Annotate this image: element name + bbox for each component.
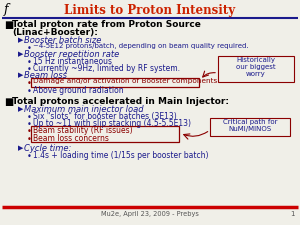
Text: •: • [27, 79, 32, 88]
Text: Booster batch size: Booster batch size [24, 36, 101, 45]
Text: f: f [4, 3, 9, 16]
Text: •: • [27, 87, 32, 96]
Text: •: • [27, 44, 32, 53]
Text: ■: ■ [4, 20, 13, 30]
Text: Historically
our biggest
worry: Historically our biggest worry [236, 57, 276, 77]
Text: Beam stability (RF issues): Beam stability (RF issues) [33, 126, 133, 135]
Text: 15 Hz instantaneous: 15 Hz instantaneous [33, 57, 112, 66]
Text: ▶: ▶ [18, 145, 23, 151]
Text: Cycle time:: Cycle time: [24, 144, 71, 153]
Text: ▶: ▶ [18, 51, 23, 57]
Text: Beam loss: Beam loss [24, 71, 67, 80]
Text: 1: 1 [290, 211, 295, 217]
Text: •: • [27, 135, 32, 144]
Text: 1.4s + loading time (1/15s per booster batch): 1.4s + loading time (1/15s per booster b… [33, 151, 208, 160]
Text: •: • [27, 65, 32, 74]
Text: (Linac+Booster):: (Linac+Booster): [12, 28, 98, 37]
Text: Currently ~9Hz, limited by RF system.: Currently ~9Hz, limited by RF system. [33, 64, 180, 73]
Text: ■: ■ [4, 97, 13, 107]
Text: Mu2e, April 23, 2009 - Prebys: Mu2e, April 23, 2009 - Prebys [101, 211, 199, 217]
Text: Beam loss concerns: Beam loss concerns [33, 134, 109, 143]
Text: Total proton rate from Proton Source: Total proton rate from Proton Source [12, 20, 201, 29]
Text: ▶: ▶ [18, 106, 23, 112]
Text: ▶: ▶ [18, 72, 23, 78]
Text: Limits to Proton Intensity: Limits to Proton Intensity [64, 4, 236, 17]
Text: •: • [27, 127, 32, 136]
Text: •: • [27, 152, 32, 161]
Text: ▶: ▶ [18, 37, 23, 43]
Text: •: • [27, 58, 32, 67]
Text: Total protons accelerated in Main Injector:: Total protons accelerated in Main Inject… [12, 97, 229, 106]
Text: Damage and/or activation of Booster components: Damage and/or activation of Booster comp… [33, 78, 217, 84]
Text: Critical path for
NuMI/MINOS: Critical path for NuMI/MINOS [223, 119, 277, 132]
Text: Maximum main injector load: Maximum main injector load [24, 105, 144, 114]
Text: Six "slots" for booster batches (3E13): Six "slots" for booster batches (3E13) [33, 112, 177, 121]
Text: Above ground radiation: Above ground radiation [33, 86, 124, 95]
Text: ~4-5E12 protons/batch, depending on beam quality required.: ~4-5E12 protons/batch, depending on beam… [33, 43, 249, 49]
Text: •: • [27, 120, 32, 129]
Text: Booster repetition rate: Booster repetition rate [24, 50, 119, 59]
Text: •: • [27, 113, 32, 122]
Text: Up to ~11 with slip stacking (4.5-5.5E13): Up to ~11 with slip stacking (4.5-5.5E13… [33, 119, 191, 128]
